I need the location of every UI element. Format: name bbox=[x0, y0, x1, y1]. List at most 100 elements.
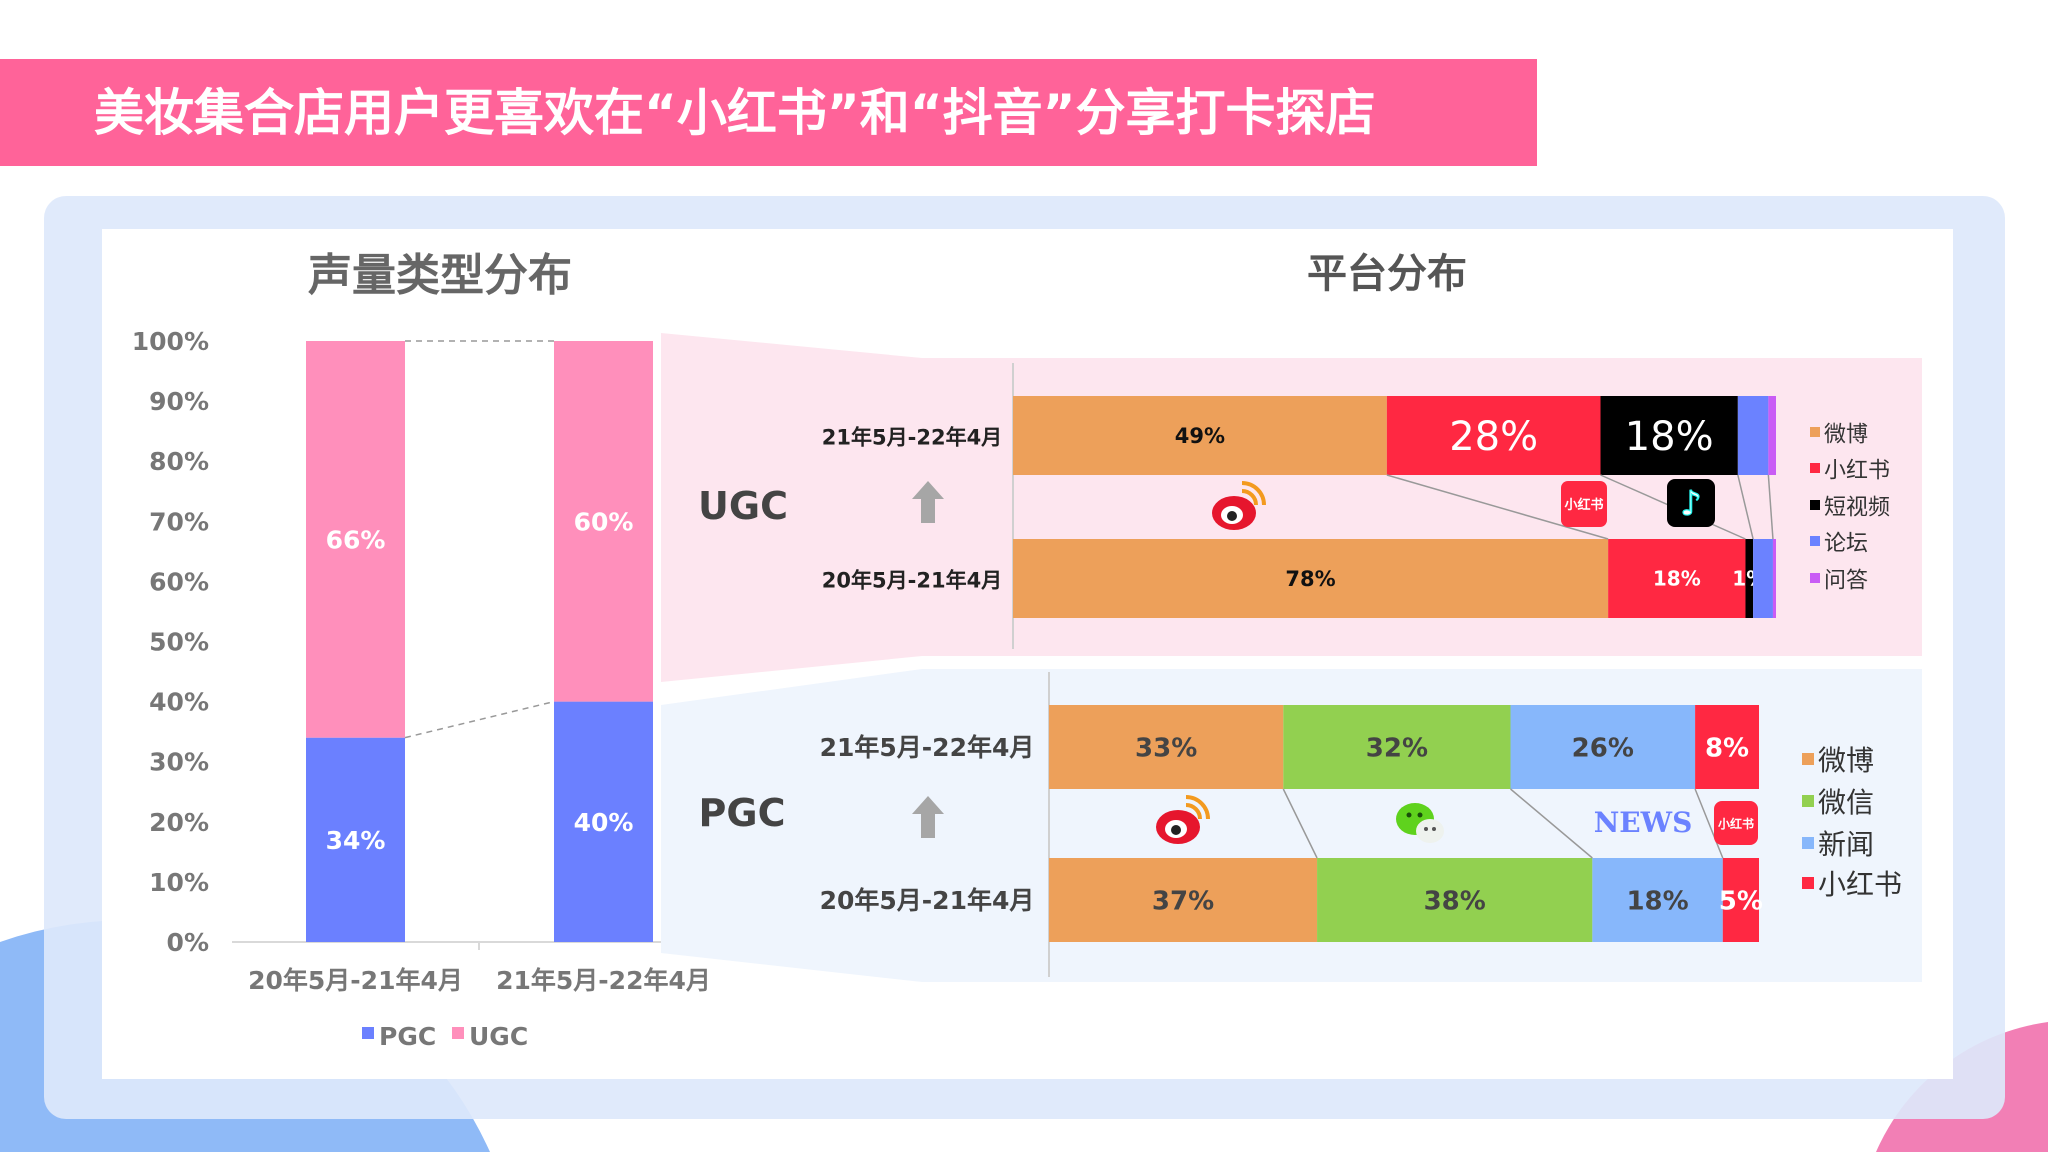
bar-label: 18% bbox=[1626, 886, 1688, 916]
x-tick-label: 21年5月-22年4月 bbox=[496, 966, 711, 995]
legend-swatch bbox=[1802, 837, 1814, 849]
legend-label: 短视频 bbox=[1824, 495, 1890, 520]
bar-segment-1 bbox=[1608, 539, 1746, 618]
y-tick-label: 90% bbox=[149, 387, 209, 416]
right-chart-title: 平台分布 bbox=[1307, 251, 1467, 297]
bar-segment-0 bbox=[1013, 539, 1609, 618]
legend-swatch bbox=[1810, 427, 1820, 437]
legend-label: 微博 bbox=[1818, 744, 1874, 777]
ugc-platform-chart: 21年5月-22年4月 49% 28% 18%20年5月-21年4月 78% 18% 1%微… bbox=[822, 363, 1890, 649]
bar-segment-3 bbox=[1722, 858, 1759, 942]
connector-line bbox=[404, 700, 555, 739]
weibo-icon bbox=[1156, 795, 1210, 844]
news-icon: NEWS bbox=[1594, 806, 1693, 839]
y-tick-label: 80% bbox=[149, 447, 209, 476]
category-label: 21年5月-22年4月 bbox=[822, 426, 1002, 450]
bar-segment-1 bbox=[1317, 858, 1593, 942]
bar-pgc bbox=[306, 737, 405, 942]
bar-label: 34% bbox=[326, 826, 386, 855]
y-tick-label: 50% bbox=[149, 628, 209, 657]
legend-label: 微信 bbox=[1818, 786, 1874, 819]
xiaohongshu-icon: 小红书 bbox=[1714, 801, 1758, 845]
legend-label: 小红书 bbox=[1824, 458, 1890, 483]
category-label: 20年5月-21年4月 bbox=[822, 569, 1002, 593]
y-tick-label: 30% bbox=[149, 748, 209, 777]
bar-pgc bbox=[554, 701, 653, 942]
bar-segment-0 bbox=[1013, 396, 1387, 475]
y-tick-label: 10% bbox=[149, 868, 209, 897]
bar-segment-0 bbox=[1049, 858, 1318, 942]
y-tick-label: 70% bbox=[149, 507, 209, 536]
y-tick-label: 60% bbox=[149, 567, 209, 596]
legend-label: 论坛 bbox=[1824, 531, 1868, 556]
wechat-icon bbox=[1396, 803, 1444, 843]
connector-line bbox=[1282, 788, 1318, 859]
pgc-platform-chart: 21年5月-22年4月 33% 32% 26% 8% 20年5月-21年4月 37% 38% 1… bbox=[820, 672, 1902, 977]
up-arrow-icon bbox=[912, 481, 944, 523]
bar-label: 60% bbox=[574, 507, 634, 536]
legend-label: 小红书 bbox=[1818, 868, 1902, 901]
svg-text:小红书: 小红书 bbox=[1564, 497, 1603, 513]
title-bar bbox=[0, 59, 1537, 166]
legend-label: 微博 bbox=[1824, 422, 1868, 447]
up-arrow-icon bbox=[912, 796, 944, 838]
bar-label: 32% bbox=[1366, 733, 1428, 763]
bar-segment-1 bbox=[1283, 705, 1511, 789]
legend-swatch bbox=[1810, 536, 1820, 546]
bar-ugc bbox=[554, 341, 653, 702]
connector-line bbox=[1386, 474, 1609, 540]
legend-swatch bbox=[1810, 573, 1820, 583]
legend-swatch bbox=[1802, 753, 1814, 765]
legend-label: UGC bbox=[469, 1022, 528, 1051]
bar-segment-2 bbox=[1510, 705, 1696, 789]
bar-ugc bbox=[306, 341, 405, 738]
xiaohongshu-icon: 小红书 bbox=[1561, 481, 1607, 527]
bar-segment-0 bbox=[1049, 705, 1284, 789]
bar-label: 49% bbox=[1175, 424, 1225, 448]
legend-swatch bbox=[362, 1027, 374, 1039]
page-title: 美妆集合店用户更喜欢在“小红书”和“抖音”分享打卡探店 bbox=[94, 84, 1375, 142]
category-label: 20年5月-21年4月 bbox=[820, 886, 1035, 915]
svg-text:♪: ♪ bbox=[1680, 484, 1702, 524]
volume-type-chart: 声量类型分布 0% 10% 20% 30% 40% 50% 60% 70% 80% 90% 100%… bbox=[132, 250, 726, 1051]
legend-swatch bbox=[1810, 500, 1820, 510]
bar-label: 40% bbox=[574, 808, 634, 837]
ugc-group-label: UGC bbox=[698, 484, 788, 528]
bar-label: 28% bbox=[1449, 414, 1538, 460]
pgc-group-label: PGC bbox=[699, 791, 786, 835]
legend-swatch bbox=[1802, 795, 1814, 807]
connector-line bbox=[1737, 474, 1754, 540]
bar-segment-4 bbox=[1772, 539, 1776, 618]
legend-swatch bbox=[452, 1027, 464, 1039]
bar-segment-4 bbox=[1768, 396, 1776, 475]
bar-label: 8% bbox=[1705, 733, 1749, 763]
connector-line bbox=[1767, 474, 1774, 540]
bar-segment-3 bbox=[1737, 396, 1769, 475]
bar-label: 38% bbox=[1424, 886, 1486, 916]
bar-label: 78% bbox=[1285, 567, 1335, 591]
svg-text:小红书: 小红书 bbox=[1718, 816, 1754, 831]
category-label: 21年5月-22年4月 bbox=[820, 733, 1035, 762]
y-tick-label: 20% bbox=[149, 808, 209, 837]
legend-label: PGC bbox=[379, 1022, 436, 1051]
legend-label: 问答 bbox=[1824, 568, 1868, 593]
ugc-section-bg bbox=[661, 333, 1922, 682]
connector-line bbox=[1510, 788, 1593, 859]
bar-label: 66% bbox=[326, 525, 386, 554]
weibo-icon bbox=[1212, 481, 1266, 530]
legend-swatch bbox=[1802, 877, 1814, 889]
bar-label: 33% bbox=[1135, 733, 1197, 763]
bar-segment-3 bbox=[1695, 705, 1759, 789]
bar-segment-2 bbox=[1600, 396, 1738, 475]
y-tick-label: 100% bbox=[132, 327, 209, 356]
bar-label: 18% bbox=[1653, 567, 1701, 591]
connector-line bbox=[1694, 788, 1724, 859]
bar-label: 37% bbox=[1152, 886, 1214, 916]
legend-label: 新闻 bbox=[1818, 828, 1874, 861]
douyin-icon: ♪ bbox=[1667, 479, 1715, 527]
bar-segment-2 bbox=[1745, 539, 1754, 618]
legend-swatch bbox=[1810, 463, 1820, 473]
bar-segment-1 bbox=[1386, 396, 1601, 475]
y-tick-label: 40% bbox=[149, 688, 209, 717]
